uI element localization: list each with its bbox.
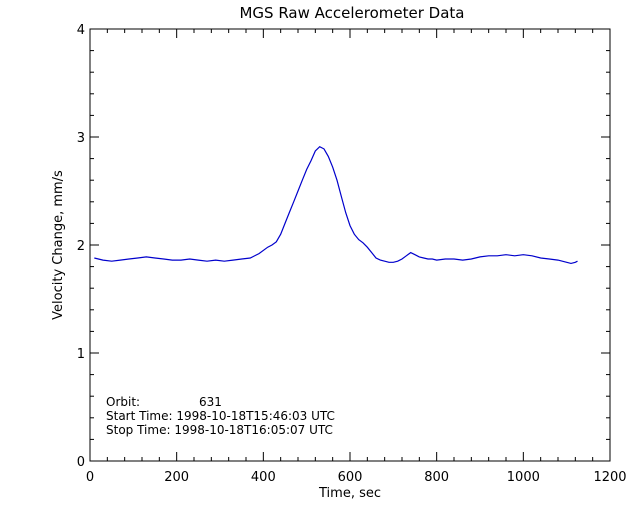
y-tick-label: 4: [77, 23, 85, 38]
start-time: Start Time: 1998-10-18T15:46:03 UTC: [106, 409, 335, 423]
axis-ticks: [89, 28, 611, 462]
x-tick-label: 1200: [593, 470, 626, 485]
x-tick-label: 800: [424, 470, 449, 485]
orbit-value: 631: [199, 395, 222, 409]
y-tick-label: 3: [77, 131, 85, 146]
tick-labels: 0 200 400 600 800 1000 1200 0 1 2 3 4: [77, 23, 627, 485]
orbit-label: Orbit:: [106, 395, 140, 409]
x-tick-label: 400: [251, 470, 276, 485]
chart-title: MGS Raw Accelerometer Data: [239, 4, 464, 22]
y-axis-label: Velocity Change, mm/s: [51, 170, 66, 320]
series-line: [94, 145, 578, 265]
x-tick-label: 1000: [507, 470, 540, 485]
y-tick-label: 2: [77, 239, 85, 254]
orbit-info: Orbit: 631 Start Time: 1998-10-18T15:46:…: [106, 395, 335, 437]
plot-frame: [89, 28, 611, 462]
x-tick-label: 0: [86, 470, 94, 485]
x-tick-label: 200: [164, 470, 189, 485]
x-axis-label: Time, sec: [318, 486, 381, 501]
x-tick-label: 600: [338, 470, 363, 485]
stop-time: Stop Time: 1998-10-18T16:05:07 UTC: [106, 423, 333, 437]
y-tick-label: 0: [77, 455, 85, 470]
y-tick-label: 1: [77, 347, 85, 362]
